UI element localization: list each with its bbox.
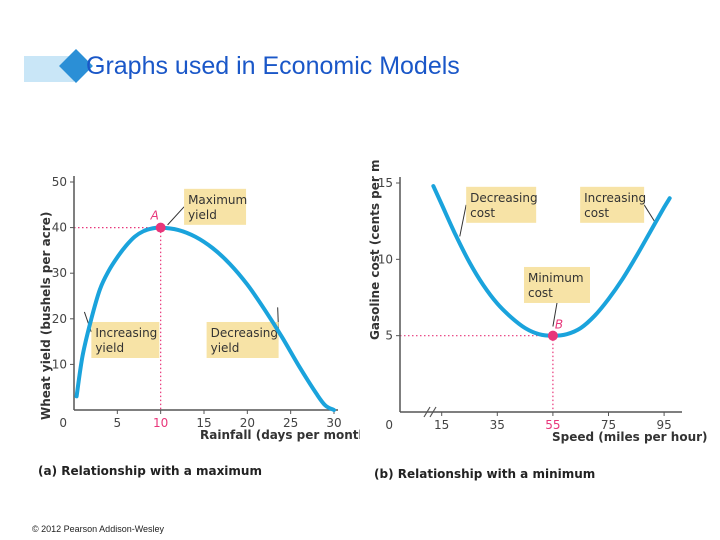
y-tick-label: 50 xyxy=(52,175,67,189)
highlight-point xyxy=(155,222,166,233)
callout-text: Maximum xyxy=(188,193,247,207)
callout-text: yield xyxy=(95,341,124,355)
callout-box xyxy=(206,321,279,358)
callout-box xyxy=(184,188,247,225)
callout-text: yield xyxy=(211,341,240,355)
y-tick-label: 30 xyxy=(52,266,67,280)
series-line xyxy=(74,225,336,412)
callout-box xyxy=(466,186,537,223)
callout-box xyxy=(580,186,645,223)
x-tick-label: 25 xyxy=(283,416,298,430)
y-tick-label: 40 xyxy=(52,221,67,235)
callout-box xyxy=(523,266,590,303)
callout-leader xyxy=(552,302,558,327)
callout-text: yield xyxy=(188,208,217,222)
point-label: B xyxy=(555,318,563,332)
x-tick-label: 75 xyxy=(601,418,616,432)
chart-relationship-maximum: MaximumyieldIncreasingyieldDecreasingyie… xyxy=(38,175,360,478)
copyright-note: © 2012 Pearson Addison-Wesley xyxy=(32,524,165,534)
x-tick-label: 0 xyxy=(385,418,393,432)
callout-leader xyxy=(459,204,467,237)
x-tick-label: 30 xyxy=(326,416,341,430)
callout-text: cost xyxy=(584,206,609,220)
x-axis-label: Speed (miles per hour) xyxy=(552,430,708,444)
callout-leader xyxy=(167,206,185,226)
callout-text: Increasing xyxy=(95,326,157,340)
x-tick-label: 95 xyxy=(656,418,671,432)
x-tick-label: 5 xyxy=(114,416,122,430)
axis-break-mark xyxy=(429,406,437,418)
x-tick-label: 0 xyxy=(59,416,67,430)
callout-text: Decreasing xyxy=(470,191,537,205)
x-tick-label: 20 xyxy=(240,416,255,430)
y-tick-label: 10 xyxy=(52,357,67,371)
x-tick-label: 10 xyxy=(153,416,168,430)
chart-caption: (b) Relationship with a minimum xyxy=(374,467,595,481)
callout-text: Increasing xyxy=(584,191,646,205)
callout-text: Minimum xyxy=(528,271,584,285)
x-tick-label: 55 xyxy=(545,418,560,432)
axis-break-mark xyxy=(423,406,431,418)
y-tick-label: 10 xyxy=(378,252,393,266)
y-tick-label: 5 xyxy=(385,329,393,343)
x-tick-label: 35 xyxy=(490,418,505,432)
y-tick-label: 15 xyxy=(378,176,393,190)
point-label: A xyxy=(150,209,159,223)
x-axis-label: Rainfall (days per month) xyxy=(200,428,360,442)
callout-text: cost xyxy=(470,206,495,220)
x-tick-label: 15 xyxy=(434,418,449,432)
y-axis-label: Wheat yield (bushels per acre) xyxy=(39,212,53,420)
x-tick-label: 15 xyxy=(196,416,211,430)
callout-text: cost xyxy=(528,286,553,300)
page-title: Graphs used in Economic Models xyxy=(86,52,460,80)
title-bar: Graphs used in Economic Models xyxy=(24,49,584,86)
callout-text: Decreasing xyxy=(211,326,278,340)
callout-leader xyxy=(643,204,655,222)
highlight-point xyxy=(547,330,558,341)
y-axis-label: Gasoline cost (cents per mile) xyxy=(368,160,382,340)
chart-caption: (a) Relationship with a maximum xyxy=(38,464,262,478)
y-tick-label: 20 xyxy=(52,312,67,326)
chart-relationship-minimum: DecreasingcostIncreasingcostMinimumcost … xyxy=(368,160,708,481)
callout-box xyxy=(91,321,160,358)
